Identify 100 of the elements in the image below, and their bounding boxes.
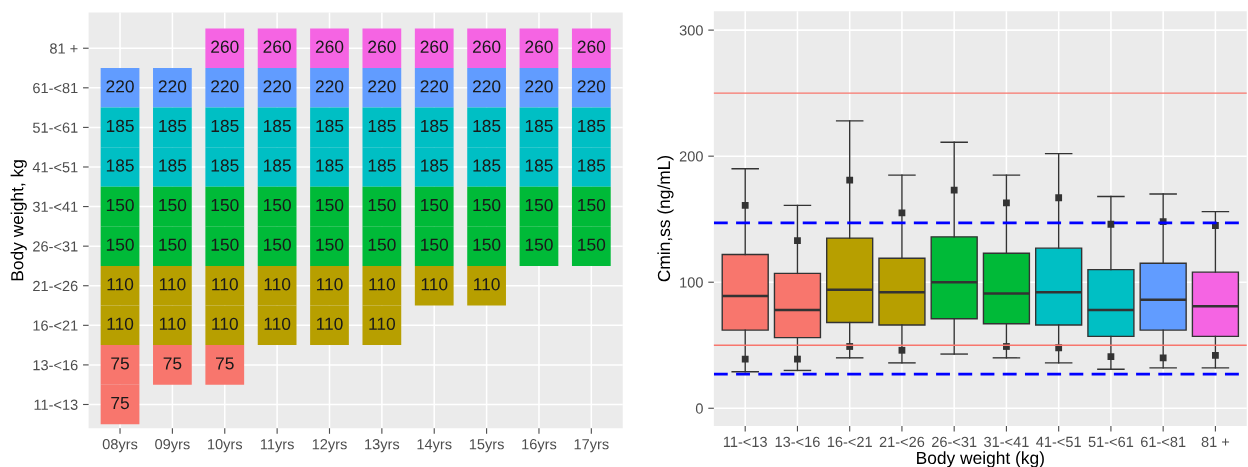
x-tick-label: 15yrs bbox=[469, 439, 504, 453]
data-label: 185 bbox=[263, 119, 291, 133]
x-tick-label: 61-<81 bbox=[1140, 436, 1186, 448]
x-tick-label: 13-<16 bbox=[775, 436, 820, 448]
data-label: 150 bbox=[368, 198, 396, 212]
data-label: 220 bbox=[211, 80, 239, 93]
data-label: 150 bbox=[316, 198, 344, 212]
data-label: 110 bbox=[212, 278, 238, 291]
data-label: 220 bbox=[368, 80, 396, 93]
y-tick-label: 300 bbox=[679, 25, 703, 36]
data-label: 110 bbox=[474, 278, 500, 291]
data-label: 110 bbox=[421, 278, 448, 291]
data-label: 220 bbox=[472, 80, 501, 93]
y-tick-label: 200 bbox=[679, 151, 703, 162]
y-tick-label: 13-<16 bbox=[33, 360, 78, 371]
data-label: 220 bbox=[315, 80, 344, 93]
y-tick-label: 41-<51 bbox=[32, 162, 78, 173]
x-tick-label: 08yrs bbox=[102, 439, 138, 453]
x-tick-label: 26-<31 bbox=[932, 436, 977, 448]
data-label: 185 bbox=[106, 119, 134, 133]
data-label: 150 bbox=[106, 198, 134, 212]
data-label: 110 bbox=[107, 278, 134, 291]
y-tick-label: 100 bbox=[680, 277, 703, 288]
data-label: 220 bbox=[263, 80, 291, 93]
x-tick-label: 11yrs bbox=[260, 439, 294, 453]
x-tick-label: 31-<41 bbox=[984, 436, 1029, 448]
x-tick-label: 13yrs bbox=[365, 439, 400, 453]
data-label: 150 bbox=[578, 198, 606, 212]
point bbox=[898, 346, 906, 354]
data-label: 150 bbox=[211, 238, 239, 251]
point bbox=[846, 176, 854, 184]
data-label: 150 bbox=[578, 238, 606, 251]
x-tick-label: 17yrs bbox=[574, 439, 609, 453]
data-label: 260 bbox=[315, 40, 344, 53]
data-label: 110 bbox=[107, 317, 134, 330]
x-tick-label: 41-<51 bbox=[1036, 436, 1081, 448]
data-label: 75 bbox=[111, 397, 129, 410]
data-label: 110 bbox=[316, 278, 343, 291]
data-label: 150 bbox=[316, 238, 344, 251]
data-label: 260 bbox=[577, 40, 606, 53]
point bbox=[1107, 220, 1115, 228]
data-label: 220 bbox=[106, 80, 134, 93]
x-tick-label: 51-<61 bbox=[1088, 436, 1134, 448]
data-label: 110 bbox=[264, 278, 291, 291]
data-label: 185 bbox=[525, 159, 553, 172]
point bbox=[794, 237, 801, 245]
data-label: 185 bbox=[316, 119, 344, 133]
y-tick-label: 61-<81 bbox=[33, 82, 78, 94]
x-tick-label: 16-<21 bbox=[827, 436, 872, 448]
y-tick-label: 31-<41 bbox=[32, 201, 78, 212]
x-tick-label: 16yrs bbox=[522, 439, 557, 453]
data-label: 150 bbox=[421, 198, 449, 212]
data-label: 260 bbox=[211, 40, 239, 53]
x-tick-label: 10yrs bbox=[208, 439, 243, 453]
y-tick-label: 51-<61 bbox=[32, 122, 78, 133]
x-tick-label: 81 + bbox=[1201, 436, 1230, 448]
data-label: 185 bbox=[421, 119, 448, 133]
data-label: 185 bbox=[316, 159, 344, 172]
x-tick-label: 21-<26 bbox=[879, 436, 925, 448]
data-label: 185 bbox=[159, 119, 187, 133]
y-tick-label: 0 bbox=[695, 403, 703, 414]
data-label: 260 bbox=[263, 40, 291, 53]
data-label: 150 bbox=[211, 198, 239, 212]
y-axis-title: Body weight, kg bbox=[10, 160, 27, 281]
y-tick-label: 26-<31 bbox=[33, 241, 78, 252]
data-label: 220 bbox=[420, 80, 449, 93]
data-label: 110 bbox=[264, 317, 291, 330]
point bbox=[1159, 354, 1167, 362]
data-label: 185 bbox=[473, 159, 501, 172]
data-label: 185 bbox=[211, 159, 239, 172]
y-axis-title: Cmin,ss (ng/mL) bbox=[657, 155, 674, 282]
y-tick-label: 21-<26 bbox=[33, 280, 78, 292]
data-label: 220 bbox=[525, 80, 553, 93]
data-label: 185 bbox=[578, 159, 606, 172]
point bbox=[1107, 353, 1115, 360]
data-label: 260 bbox=[525, 40, 553, 53]
data-label: 185 bbox=[368, 119, 396, 133]
data-label: 150 bbox=[525, 198, 553, 212]
data-label: 220 bbox=[577, 80, 606, 93]
data-label: 185 bbox=[211, 119, 239, 133]
y-tick-label: 11-<13 bbox=[34, 399, 78, 410]
data-label: 185 bbox=[473, 119, 501, 133]
data-label: 150 bbox=[473, 198, 501, 212]
data-label: 260 bbox=[420, 40, 449, 53]
data-label: 75 bbox=[163, 357, 182, 370]
y-tick-label: 16-<21 bbox=[33, 320, 78, 331]
data-label: 75 bbox=[111, 357, 129, 370]
data-label: 185 bbox=[525, 119, 553, 133]
data-label: 75 bbox=[216, 357, 234, 370]
data-label: 150 bbox=[159, 198, 187, 212]
data-label: 150 bbox=[263, 238, 291, 251]
data-label: 185 bbox=[368, 159, 396, 172]
data-label: 185 bbox=[263, 159, 291, 172]
data-label: 150 bbox=[106, 238, 134, 251]
data-label: 185 bbox=[578, 119, 606, 133]
data-label: 110 bbox=[212, 317, 238, 330]
point bbox=[1003, 199, 1010, 207]
point bbox=[898, 209, 906, 217]
data-label: 150 bbox=[421, 238, 449, 251]
x-tick-label: 11-<13 bbox=[723, 436, 767, 448]
